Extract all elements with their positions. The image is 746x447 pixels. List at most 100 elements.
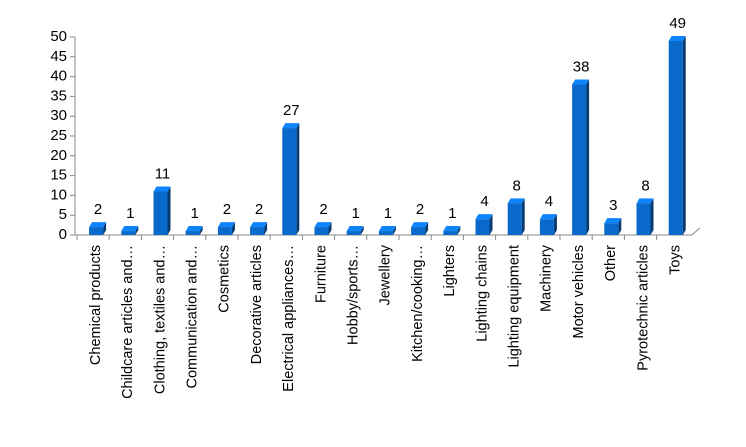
x-tick-label: Furniture (313, 245, 329, 303)
bar-face (199, 226, 203, 235)
bar-face (282, 128, 297, 235)
data-label: 8 (513, 177, 521, 194)
bar-face (250, 227, 265, 235)
data-label: 3 (609, 197, 617, 214)
bar-face (264, 222, 268, 235)
bar-face (668, 40, 683, 236)
y-tick-label: 20 (50, 147, 67, 164)
bar-face (668, 35, 686, 41)
bar-face (314, 227, 329, 235)
data-label: 1 (352, 205, 360, 222)
bar (314, 222, 332, 235)
x-tick-label: Toys (668, 245, 684, 275)
bar-face (314, 222, 332, 228)
x-tick-label: Electrical appliances… (281, 245, 297, 392)
bar-face (443, 226, 461, 232)
bar (378, 226, 396, 235)
bar-face (103, 222, 107, 235)
bar-face (328, 222, 332, 235)
bar (89, 222, 107, 235)
bar (153, 186, 171, 235)
bar (411, 222, 429, 235)
x-tick-label: Other (603, 245, 619, 281)
data-label: 4 (480, 193, 488, 210)
data-label: 4 (545, 193, 553, 210)
bar-face (507, 198, 525, 204)
data-label: 2 (319, 201, 327, 218)
bar (346, 226, 364, 235)
y-tick-label: 45 (50, 48, 67, 65)
bar (443, 226, 461, 235)
bar-face (443, 231, 458, 235)
bar-face (360, 226, 364, 235)
bar-face (604, 223, 619, 235)
data-label: 2 (255, 201, 263, 218)
bar (121, 226, 139, 235)
bar (507, 198, 525, 235)
bar-face (121, 226, 139, 232)
data-label: 49 (669, 15, 686, 32)
data-label: 38 (573, 58, 590, 75)
bar (217, 222, 235, 235)
bar-face (521, 198, 525, 235)
x-tick-label: Communication and… (185, 245, 201, 388)
x-tick-label: Hobby/sports… (346, 245, 362, 345)
bar-face (539, 219, 554, 235)
bar (668, 35, 686, 236)
bar-face (586, 79, 590, 236)
bar (604, 218, 622, 235)
y-tick-label: 30 (50, 107, 67, 124)
y-tick-label: 15 (50, 167, 67, 184)
data-label: 1 (384, 205, 392, 222)
bar-face (121, 231, 136, 235)
x-tick-label: Lighters (442, 245, 458, 297)
bar-face (185, 231, 200, 235)
x-tick-label: Lighting chains (474, 245, 490, 342)
bar-face (167, 186, 171, 235)
x-tick-label: Lighting equipment (507, 245, 523, 368)
bar (282, 123, 300, 235)
bar-face (411, 227, 426, 235)
floor (75, 227, 701, 236)
bar-face (489, 214, 493, 235)
bar-face (572, 79, 590, 85)
bar-face (636, 198, 654, 204)
x-tick-label: Machinery (539, 244, 555, 312)
bar-face (231, 222, 235, 235)
data-label: 1 (126, 205, 134, 222)
bar-face (475, 219, 490, 235)
x-tick-label: Pyrotechnic articles (635, 245, 651, 371)
bar-face (217, 222, 235, 228)
data-label: 1 (448, 205, 456, 222)
bar-face (475, 214, 493, 220)
x-tick-label: Kitchen/cooking… (410, 245, 426, 362)
bar-face (457, 226, 461, 235)
y-tick-label: 40 (50, 68, 67, 85)
bar-face (507, 203, 522, 235)
data-label: 2 (94, 201, 102, 218)
bar-face (89, 227, 104, 235)
data-label: 2 (416, 201, 424, 218)
bar-face (618, 218, 622, 235)
bar (572, 79, 590, 236)
bar (185, 226, 203, 235)
bar-face (636, 203, 651, 235)
y-tick-label: 10 (50, 186, 67, 203)
bar-face (682, 35, 686, 236)
bar (250, 222, 268, 235)
bar-face (411, 222, 429, 228)
bar-face (392, 226, 396, 235)
bar-face (346, 231, 361, 235)
bar-face (153, 191, 168, 235)
bar-face (425, 222, 429, 235)
bar (539, 214, 557, 235)
x-tick-label: Childcare articles and… (120, 245, 136, 399)
bar-face (153, 186, 171, 192)
bar-face (553, 214, 557, 235)
bar-face (135, 226, 139, 235)
y-tick-label: 50 (50, 28, 67, 45)
bar-face (378, 226, 396, 232)
bar (475, 214, 493, 235)
bar-face (346, 226, 364, 232)
bar-face (250, 222, 268, 228)
